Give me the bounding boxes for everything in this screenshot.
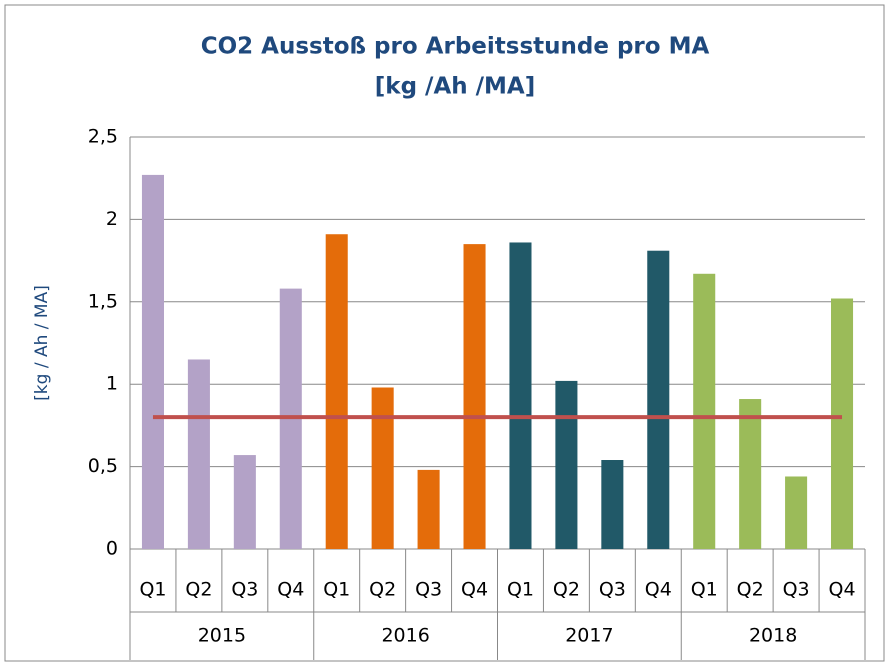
group-label: 2016 [381, 625, 429, 647]
bar [831, 298, 854, 549]
bar [371, 387, 394, 549]
x-tick-label: Q1 [691, 579, 718, 601]
bar [647, 250, 670, 549]
x-tick-label: Q4 [829, 579, 856, 601]
chart-subtitle: [kg /Ah /MA] [375, 74, 535, 100]
y-tick-label: 1 [106, 373, 118, 395]
y-tick-label: 2,5 [88, 126, 118, 148]
x-tick-label: Q2 [185, 579, 212, 601]
x-tick-label: Q4 [645, 579, 672, 601]
x-tick-label: Q1 [139, 579, 166, 601]
y-axis-label: [kg / Ah / MA] [32, 285, 52, 401]
x-tick-label: Q2 [553, 579, 580, 601]
bar [601, 460, 624, 549]
y-tick-label: 1,5 [88, 290, 118, 312]
bar [693, 273, 716, 549]
x-tick-label: Q3 [415, 579, 442, 601]
x-tick-label: Q1 [323, 579, 350, 601]
bar [785, 476, 808, 549]
chart-frame [4, 4, 885, 662]
y-tick-label: 0,5 [88, 455, 118, 477]
x-tick-label: Q4 [277, 579, 304, 601]
group-label: 2018 [749, 625, 797, 647]
group-label: 2017 [565, 625, 613, 647]
y-tick-label: 2 [106, 208, 118, 230]
x-tick-label: Q3 [599, 579, 626, 601]
x-tick-label: Q3 [783, 579, 810, 601]
bar [509, 242, 532, 550]
x-tick-label: Q1 [507, 579, 534, 601]
bar [739, 399, 762, 549]
y-tick-label: 0 [106, 538, 118, 560]
bar [463, 244, 486, 549]
bar [417, 469, 440, 549]
group-label: 2015 [198, 625, 246, 647]
bar [233, 455, 256, 549]
x-tick-label: Q4 [461, 579, 488, 601]
bar [187, 359, 210, 549]
bar [325, 234, 348, 549]
bar [141, 174, 164, 550]
x-tick-label: Q3 [231, 579, 258, 601]
x-tick-label: Q2 [737, 579, 764, 601]
chart-title: CO2 Ausstoß pro Arbeitsstunde pro MA [201, 34, 710, 60]
x-tick-label: Q2 [369, 579, 396, 601]
bar [555, 380, 578, 549]
